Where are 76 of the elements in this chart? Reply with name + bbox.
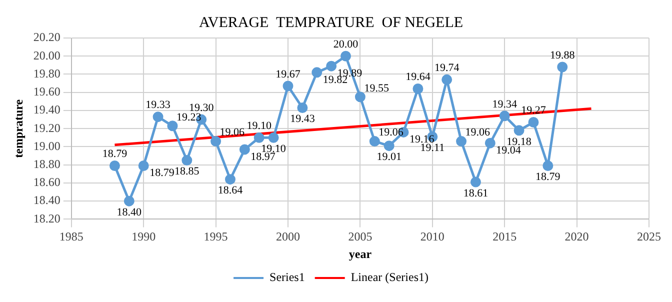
y-tick-label: 20.00	[33, 48, 60, 62]
data-label: 19.30	[188, 102, 214, 114]
x-tick-label: 2015	[492, 230, 517, 244]
data-label: 19.74	[434, 62, 460, 74]
y-tick-label: 19.80	[33, 66, 60, 80]
data-label: 18.79	[536, 171, 561, 184]
point	[224, 174, 236, 185]
point	[312, 67, 322, 78]
x-tick-label: 1985	[59, 230, 84, 244]
legend-label: Linear (Series1)	[350, 270, 428, 284]
x-tick-label: 2000	[276, 230, 300, 244]
point	[124, 196, 134, 206]
data-label: 19.88	[550, 49, 576, 62]
data-label: 19.55	[364, 82, 390, 94]
point	[340, 50, 352, 62]
data-label: 19.43	[290, 113, 316, 126]
x-tick-label: 2005	[348, 230, 372, 244]
x-tick-label: 1990	[132, 230, 156, 244]
data-label: 19.34	[492, 98, 518, 110]
point	[138, 160, 149, 171]
point	[239, 144, 250, 155]
point	[354, 92, 366, 102]
y-tick-label: 18.40	[33, 193, 60, 208]
y-tick-label: 19.60	[33, 84, 60, 99]
x-tick-label: 2025	[637, 230, 661, 244]
legend-label: Series1	[270, 270, 305, 284]
point	[109, 160, 120, 171]
point	[167, 120, 178, 132]
point	[152, 112, 164, 122]
data-label: 19.64	[406, 71, 431, 84]
data-label: 18.61	[463, 187, 488, 200]
point	[456, 136, 467, 147]
data-label: 20.00	[333, 38, 359, 51]
data-label: 18.85	[174, 166, 200, 178]
point	[210, 136, 222, 147]
y-tick-label: 18.60	[33, 175, 60, 190]
point	[557, 62, 568, 72]
chart-title: AVERAGE TEMPRATURE OF NEGELE	[198, 14, 464, 31]
point	[470, 176, 481, 188]
data-label: 19.33	[146, 99, 171, 112]
point	[254, 132, 264, 143]
data-label: 19.10	[246, 120, 272, 132]
point	[499, 110, 510, 122]
data-label: 19.67	[276, 68, 301, 80]
y-axis-title: temprature	[11, 98, 26, 158]
data-label: 18.79	[150, 167, 175, 180]
point	[484, 138, 496, 148]
point	[282, 80, 294, 92]
point	[412, 83, 424, 94]
data-label: 18.64	[218, 184, 244, 197]
x-tick-label: 2010	[420, 230, 444, 244]
data-label: 18.40	[116, 206, 142, 218]
y-tick-label: 19.20	[33, 120, 60, 135]
x-tick-label: 1995	[204, 230, 228, 244]
point	[297, 102, 308, 114]
data-label: 18.79	[102, 148, 128, 160]
data-label: 19.06	[465, 126, 491, 139]
point	[528, 117, 539, 128]
point	[542, 160, 554, 171]
data-label: 19.11	[420, 142, 445, 154]
data-label: 19.01	[376, 151, 402, 164]
y-tick-label: 18.80	[33, 156, 60, 171]
point	[182, 155, 192, 166]
point	[326, 60, 337, 72]
data-label: 19.04	[496, 144, 522, 156]
point	[514, 125, 524, 136]
y-tick-label: 19.40	[33, 102, 60, 117]
x-axis-title: year	[348, 246, 372, 261]
y-tick-label: 20.20	[33, 30, 60, 44]
point	[369, 136, 380, 147]
y-tick-label: 18.20	[33, 211, 60, 226]
x-tick-label: 2020	[564, 230, 589, 244]
point	[442, 74, 452, 85]
point	[384, 140, 394, 152]
point	[268, 132, 279, 143]
y-tick-label: 19.00	[33, 138, 60, 153]
